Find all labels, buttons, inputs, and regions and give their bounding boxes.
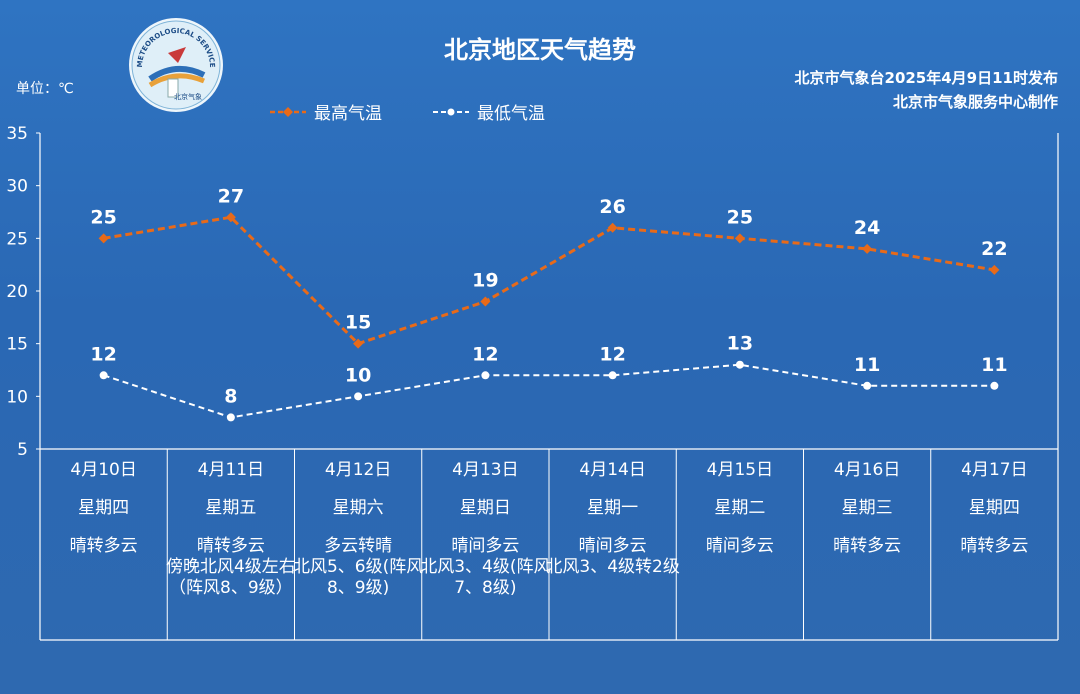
day-column: 4月12日星期六多云转晴 北风5、6级(阵风8、9级) — [293, 450, 423, 638]
low-temp-point — [481, 371, 490, 380]
unit-label: 单位：℃ — [16, 81, 74, 97]
high-temp-point — [607, 222, 618, 233]
high-temp-label: 25 — [90, 206, 116, 228]
day-column: 4月11日星期五晴转多云 傍晚北风4级左右（阵风8、9级） — [166, 450, 296, 638]
y-tick-label: 20 — [6, 282, 28, 302]
y-tick-label: 30 — [6, 177, 28, 197]
day-weather: 晴转多云 — [833, 536, 902, 556]
day-weekday: 星期五 — [205, 498, 257, 518]
day-column: 4月16日星期三晴转多云 — [804, 450, 931, 638]
day-weekday: 星期日 — [459, 498, 511, 518]
high-temp-point — [989, 264, 1000, 275]
high-temp-label: 22 — [981, 238, 1007, 260]
high-temp-point — [862, 243, 873, 254]
day-date: 4月11日 — [197, 460, 265, 480]
day-weather: 多云转晴 — [324, 536, 393, 556]
day-weekday: 星期六 — [332, 498, 384, 518]
low-temp-label: 10 — [345, 364, 371, 386]
high-temp-point — [98, 233, 109, 244]
low-temp-point — [226, 413, 235, 422]
day-date: 4月15日 — [706, 460, 774, 480]
y-tick-label: 25 — [6, 229, 28, 249]
high-temp-label: 26 — [599, 196, 625, 218]
low-temp-point — [990, 381, 999, 390]
day-weather: 晴转多云 — [960, 536, 1029, 556]
low-temp-point — [863, 381, 872, 390]
high-temp-label: 27 — [218, 185, 244, 207]
high-temp-point — [480, 296, 491, 307]
high-temp-label: 24 — [854, 217, 880, 239]
legend-low: 最低气温 — [433, 99, 545, 124]
low-temp-label: 11 — [981, 354, 1007, 376]
y-tick-label: 5 — [17, 440, 28, 460]
day-date: 4月14日 — [579, 460, 646, 480]
day-date: 4月17日 — [961, 460, 1028, 480]
low-temp-label: 11 — [854, 354, 880, 376]
legend-high-marker — [270, 106, 306, 117]
day-date: 4月16日 — [833, 460, 901, 480]
day-wind: 北风3、4级转2级 — [545, 557, 680, 577]
high-temp-point — [734, 233, 745, 244]
day-date: 4月13日 — [452, 460, 519, 480]
high-temp-point — [225, 212, 236, 223]
day-column: 4月10日星期四晴转多云 — [40, 450, 167, 638]
issuer-line-2: 北京市气象服务中心制作 — [892, 93, 1058, 111]
low-temp-label: 12 — [90, 343, 116, 365]
day-column: 4月14日星期一晴间多云 北风3、4级转2级 — [545, 450, 679, 638]
legend-high-label: 最高气温 — [314, 104, 382, 124]
page-title: 北京地区天气趋势 — [444, 36, 636, 64]
low-temp-label: 12 — [599, 343, 625, 365]
day-wind: 北风3、4级(阵风7、8级) — [420, 557, 551, 598]
day-weekday: 星期四 — [78, 498, 130, 518]
day-column: 4月13日星期日晴间多云 北风3、4级(阵风7、8级) — [420, 450, 550, 638]
low-temp-line — [103, 363, 995, 419]
day-wind: 北风5、6级(阵风8、9级) — [292, 557, 424, 598]
issuer-line-1: 北京市气象台2025年4月9日11时发布 — [794, 69, 1059, 87]
day-weather: 晴间多云 — [451, 536, 520, 556]
day-wind: 傍晚北风4级左右（阵风8、9级） — [165, 557, 296, 598]
day-weekday: 星期四 — [968, 498, 1020, 518]
day-weather: 晴转多云 — [69, 536, 138, 556]
low-temp-point — [99, 371, 108, 380]
day-weekday: 星期二 — [714, 498, 766, 518]
y-tick-label: 15 — [6, 335, 28, 355]
y-tick-label: 10 — [6, 387, 28, 407]
legend-low-marker — [433, 108, 469, 115]
high-temp-label: 15 — [345, 312, 371, 334]
low-temp-label: 12 — [472, 343, 498, 365]
high-temp-point — [353, 338, 364, 349]
day-weather: 晴间多云 — [705, 536, 774, 556]
low-temp-label: 13 — [727, 333, 753, 355]
day-weekday: 星期一 — [587, 498, 639, 518]
high-temp-label: 19 — [472, 270, 498, 292]
low-temp-label: 8 — [224, 385, 237, 407]
legend-low-label: 最低气温 — [477, 104, 545, 124]
day-weather: 晴间多云 — [578, 536, 647, 556]
meteorological-service-logo: METEOROLOGICAL SERVICE 北京气象 — [129, 18, 223, 112]
low-temp-point — [354, 392, 363, 401]
day-column: 4月15日星期二晴间多云 — [676, 450, 803, 638]
high-temp-line — [103, 215, 995, 346]
legend-high: 最高气温 — [270, 99, 382, 124]
day-weekday: 星期三 — [841, 498, 893, 518]
day-date: 4月12日 — [324, 460, 392, 480]
day-column: 4月17日星期四晴转多云 — [931, 450, 1058, 638]
low-temp-point — [735, 360, 744, 369]
y-tick-label: 35 — [6, 124, 28, 144]
day-date: 4月10日 — [70, 460, 137, 480]
svg-text:北京气象: 北京气象 — [174, 92, 202, 101]
high-temp-label: 25 — [727, 206, 753, 228]
low-temp-point — [608, 371, 617, 380]
day-weather: 晴转多云 — [196, 536, 265, 556]
